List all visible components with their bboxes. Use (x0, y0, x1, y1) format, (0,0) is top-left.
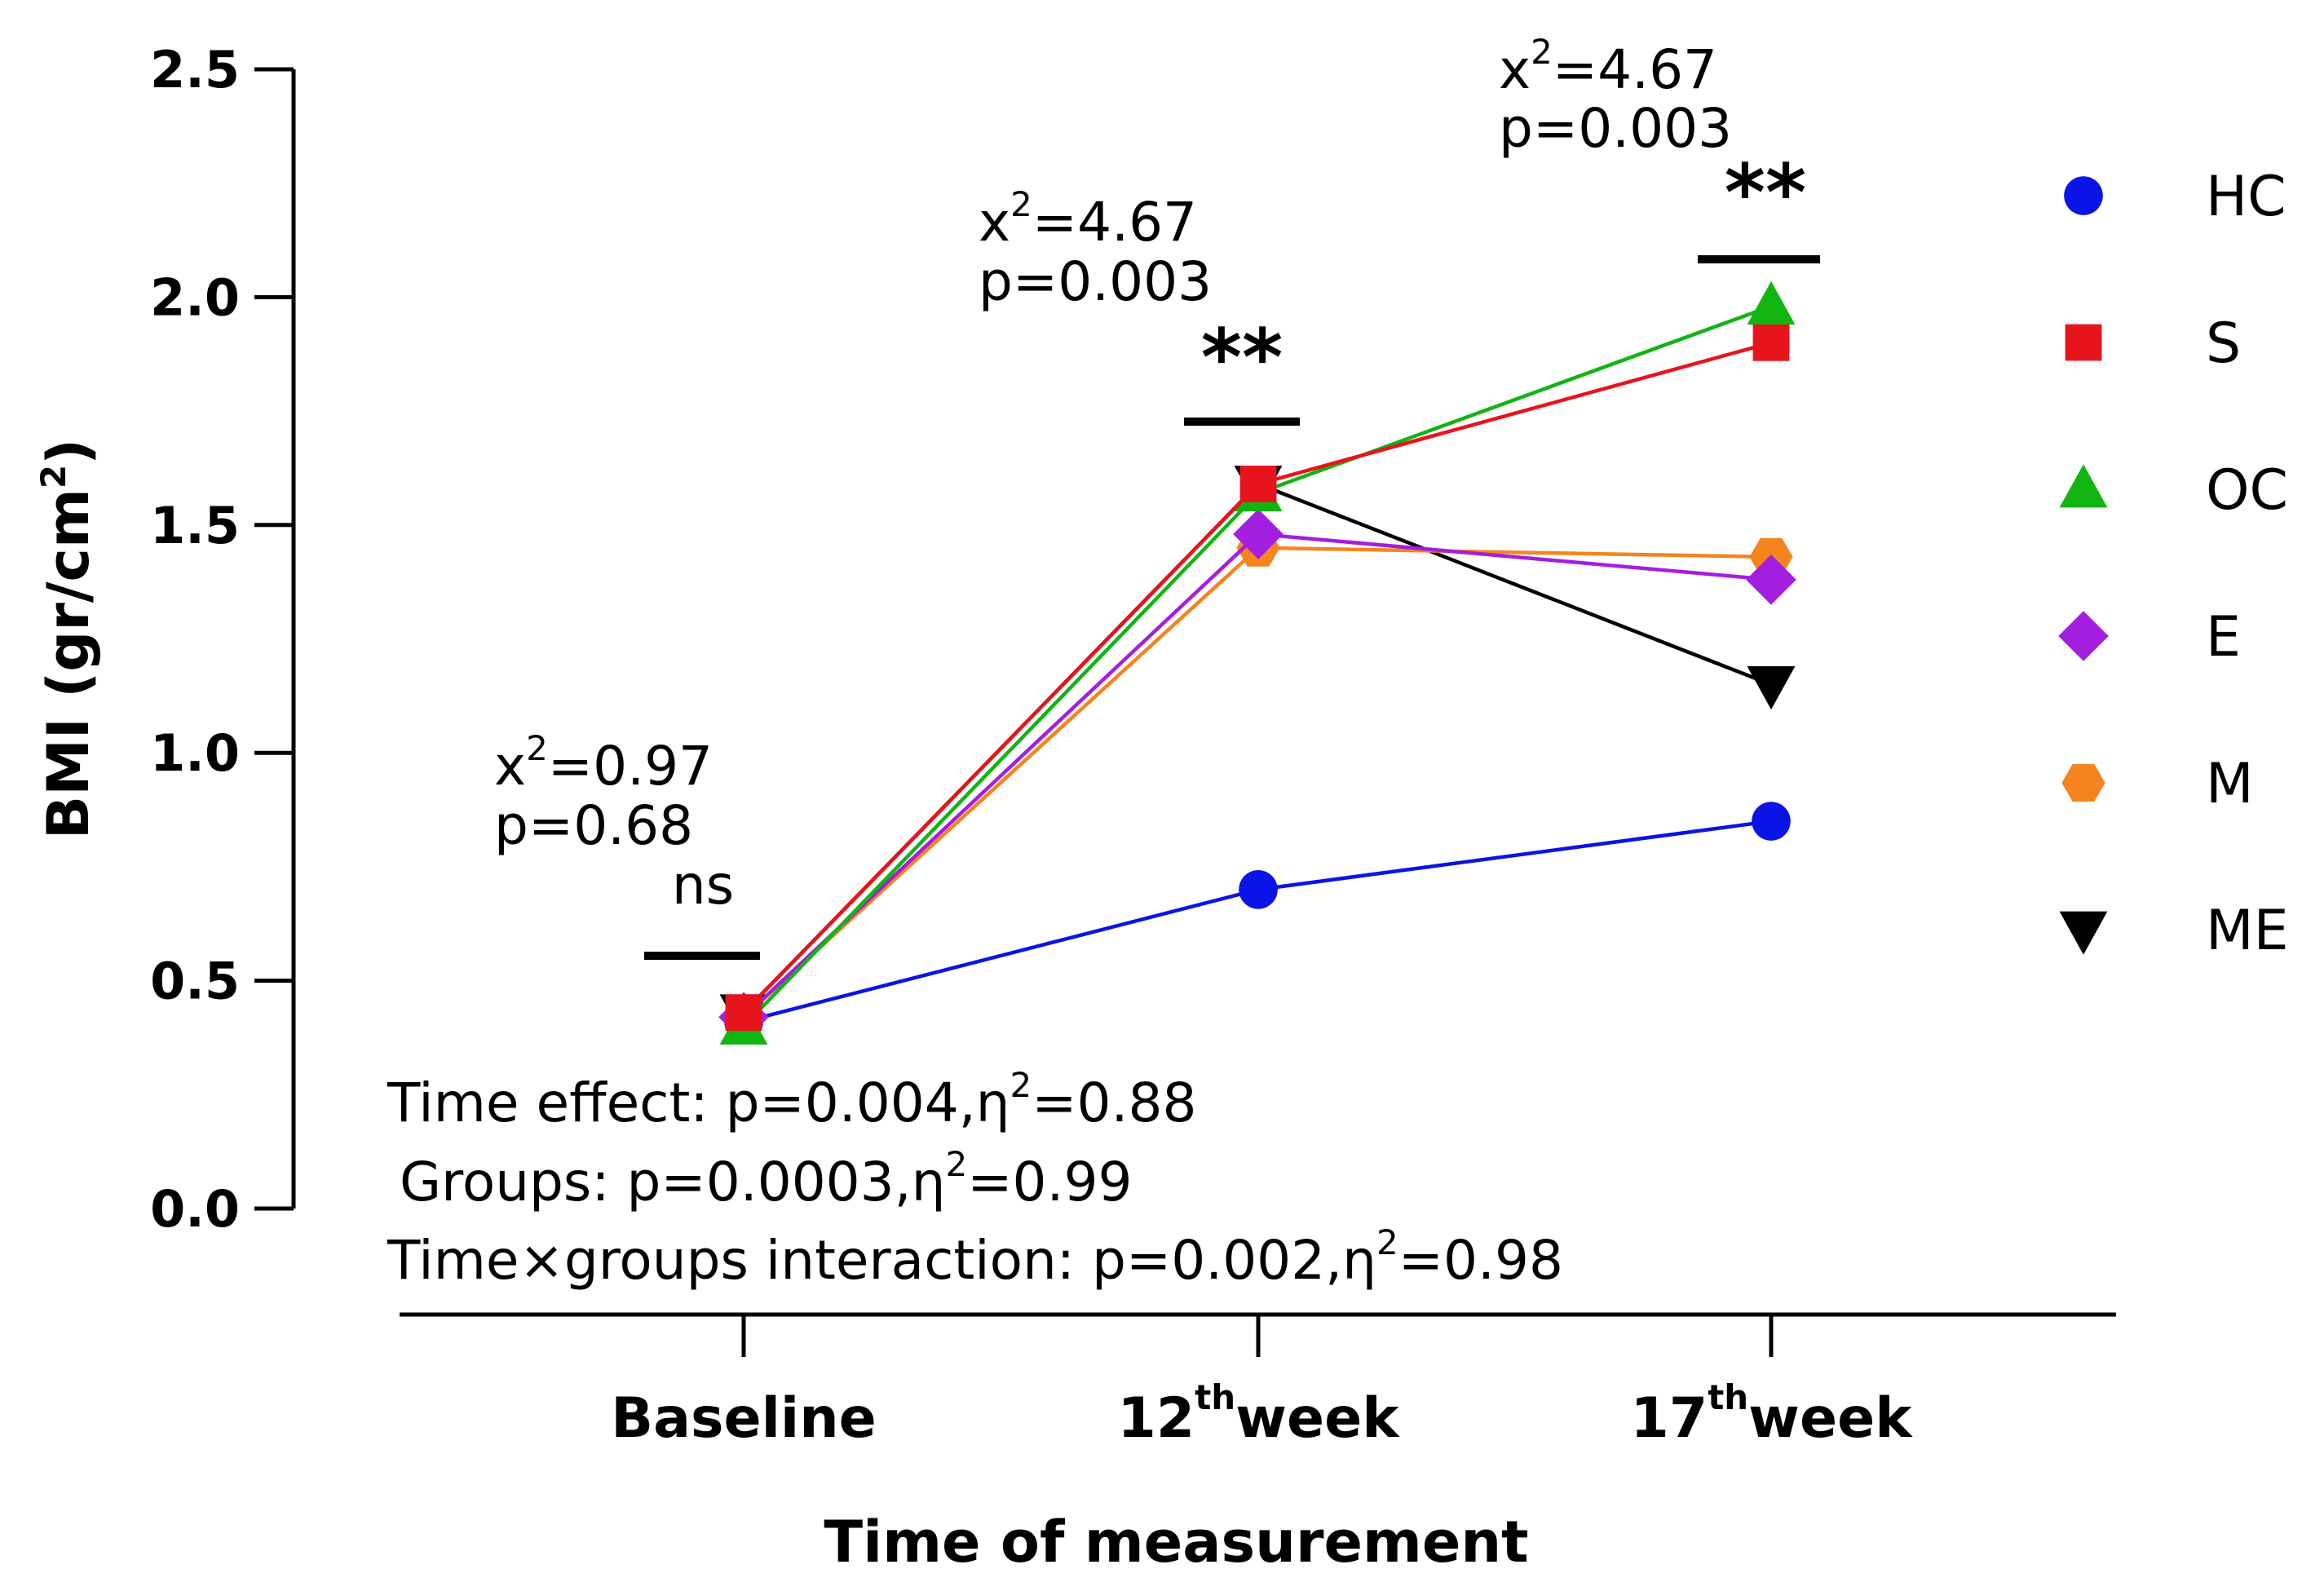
p-value-label: p=0.68 (494, 794, 693, 857)
series-line-hc (743, 819, 1772, 1024)
stats-rest: =0.88 (1032, 1072, 1196, 1134)
legend-marker-oc (2059, 464, 2108, 508)
chi-square-label: x2=4.67 (979, 184, 1197, 254)
x-tick-label-suffix: week (1748, 1386, 1913, 1451)
y-axis-title: BMI (gr/cm2) (33, 439, 102, 839)
legend: HC S OC E M ME (2058, 165, 2289, 963)
data-point-s (725, 994, 762, 1032)
data-point-hc (1239, 870, 1278, 909)
data-point-s (1239, 466, 1277, 502)
data-point-s (1752, 324, 1790, 361)
chi-main: x (1499, 38, 1531, 101)
stats-line-2: Time×groups interaction: p=0.002,η2=0.98 (387, 1222, 1563, 1292)
y-tick-label: 0.0 (150, 1179, 240, 1239)
x-tick-label-main: Baseline (611, 1386, 876, 1451)
chi-rest: =4.67 (1553, 38, 1717, 101)
stats-line-1: Groups: p=0.0003,η2=0.99 (400, 1144, 1132, 1213)
data-point-me (1747, 665, 1796, 710)
legend-marker-me (2059, 911, 2108, 955)
legend-item-me: ME (2059, 899, 2289, 963)
x-tick-label-main: 17 (1631, 1386, 1708, 1451)
series-m (722, 528, 1793, 1036)
legend-item-hc: HC (2064, 165, 2286, 229)
legend-marker-e (2058, 611, 2109, 661)
legend-label-me: ME (2206, 899, 2289, 963)
chi-sup: 2 (1531, 32, 1553, 72)
significance-2: **x2=4.67p=0.003 (1499, 32, 1820, 263)
y-tick-label: 2.0 (150, 267, 240, 327)
legend-label-m: M (2206, 752, 2254, 816)
p-value-label: p=0.003 (979, 250, 1212, 313)
legend-marker-m (2061, 763, 2105, 802)
x-axis-title: Time of measurement (824, 1509, 1528, 1576)
significance-mark: ** (1201, 312, 1283, 404)
chi-main: x (494, 735, 526, 798)
series-hc (724, 802, 1791, 1041)
data-point-e (1233, 509, 1284, 559)
chi-square-label: x2=4.67 (1499, 32, 1717, 101)
y-tick-label: 1.0 (150, 723, 240, 783)
significance-mark: ** (1725, 148, 1806, 239)
legend-item-m: M (2061, 752, 2254, 816)
stats-sup: 2 (1376, 1222, 1398, 1262)
significance-1: **x2=4.67p=0.003 (979, 184, 1300, 426)
chi-rest: =0.97 (548, 735, 713, 798)
legend-marker-s (2065, 324, 2102, 361)
x-tick-label-sup: th (1708, 1377, 1748, 1417)
stats-sup: 2 (945, 1144, 967, 1184)
chi-sup: 2 (526, 728, 548, 768)
x-tick-label: 17thweek (1631, 1377, 1914, 1451)
x-tick-label: Baseline (611, 1386, 876, 1451)
series-e (718, 509, 1796, 1043)
stats-line-0: Time effect: p=0.004,η2=0.88 (387, 1065, 1197, 1134)
x-tick-label-sup: th (1195, 1377, 1235, 1417)
series-layer (718, 281, 1796, 1045)
y-tick-label: 0.5 (150, 952, 240, 1011)
legend-label-oc: OC (2206, 458, 2288, 523)
legend-marker-hc (2064, 176, 2103, 215)
stats-rest: =0.98 (1398, 1229, 1563, 1292)
y-axis-title-close: ) (35, 439, 102, 465)
x-tick-label-main: 12 (1118, 1386, 1195, 1451)
p-value-label: p=0.003 (1499, 97, 1732, 160)
significance-0: ns x2=0.97p=0.68 (494, 728, 760, 960)
x-tick-label: 12thweek (1118, 1377, 1401, 1451)
legend-item-s: S (2065, 312, 2241, 376)
y-axis-title-sup: 2 (33, 465, 73, 488)
x-tick-label-suffix: week (1235, 1386, 1400, 1451)
y-tick-label: 2.5 (150, 40, 240, 99)
stats-sup: 2 (1010, 1065, 1032, 1105)
chi-main: x (979, 191, 1010, 254)
legend-item-oc: OC (2059, 458, 2288, 523)
stats-label: Time effect: p=0.004,η (387, 1072, 1010, 1134)
series-s (725, 324, 1790, 1032)
chi-rest: =4.67 (1032, 191, 1197, 254)
series-line-m (742, 546, 1772, 1019)
annotations: nsx2=0.97p=0.68**x2=4.67p=0.003**x2=4.67… (387, 32, 1820, 1292)
significance-mark: ns (672, 854, 734, 917)
data-point-hc (1752, 802, 1791, 841)
stats-label: Groups: p=0.0003,η (400, 1151, 945, 1213)
chi-sup: 2 (1010, 184, 1032, 224)
series-line-oc (742, 304, 1772, 1028)
series-line-s (742, 341, 1772, 1014)
stats-rest: =0.99 (967, 1151, 1132, 1213)
chi-square-label: x2=0.97 (494, 728, 713, 798)
y-tick-label: 1.5 (150, 496, 240, 555)
legend-label-e: E (2206, 605, 2241, 670)
y-axis-title-main: BMI (gr/cm (35, 488, 102, 839)
data-point-e (1746, 555, 1796, 605)
legend-item-e: E (2058, 605, 2241, 670)
legend-label-hc: HC (2206, 165, 2286, 229)
stats-label: Time×groups interaction: p=0.002,η (387, 1229, 1376, 1292)
data-point-oc (1747, 281, 1796, 325)
series-line-e (742, 532, 1772, 1019)
legend-label-s: S (2206, 312, 2241, 376)
